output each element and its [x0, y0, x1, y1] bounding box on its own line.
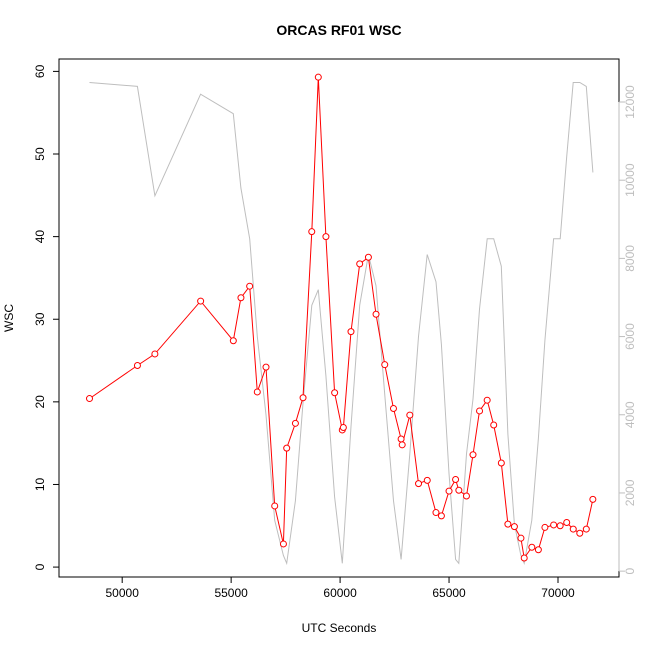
wsc-data-point [504, 520, 512, 528]
x-tick-label: 50000 [106, 586, 140, 600]
wsc-data-point [291, 419, 299, 427]
y-axis-left: 0 10 20 30 40 50 60 [33, 64, 60, 570]
wsc-data-point [476, 407, 484, 415]
wsc-data-point [314, 73, 322, 81]
wsc-data-point [589, 495, 597, 503]
wsc-data-point [262, 363, 270, 371]
wsc-data-point [299, 394, 307, 402]
plot-frame [58, 58, 620, 578]
wsc-data-point [229, 337, 237, 345]
wsc-data-point [151, 350, 159, 358]
wsc-data-point [283, 444, 291, 452]
series-layer [86, 73, 597, 566]
wsc-data-point [432, 509, 440, 517]
y-tick-label: 20 [33, 395, 47, 409]
y2-tick-label: 10000 [623, 163, 637, 197]
secondary-series-line [89, 82, 594, 566]
wsc-data-point [389, 404, 397, 412]
wsc-data-point [534, 546, 542, 554]
y-tick-label: 10 [33, 477, 47, 491]
wsc-data-point [556, 522, 564, 530]
y-tick-label: 50 [33, 147, 47, 161]
wsc-data-point [510, 523, 518, 531]
wsc-data-point [133, 362, 141, 370]
wsc-data-point [452, 476, 460, 484]
wsc-data-point [582, 525, 590, 533]
x-axis-label: UTC Seconds [302, 621, 377, 635]
wsc-data-point [246, 282, 254, 290]
y-axis-right: 0 2000 4000 6000 8000 10000 12000 [618, 85, 637, 574]
wsc-data-point [520, 554, 528, 562]
x-tick-label: 65000 [432, 586, 466, 600]
wsc-data-point [237, 294, 245, 302]
wsc-data-point [445, 487, 453, 495]
x-tick-label: 55000 [214, 586, 248, 600]
wsc-data-point [415, 480, 423, 488]
wsc-data-point [398, 441, 406, 449]
wsc-data-point [497, 459, 505, 467]
wsc-data-point [86, 395, 94, 403]
wsc-data-point [517, 534, 525, 542]
wsc-data-point [462, 492, 470, 500]
wsc-data-point [372, 310, 380, 318]
wsc-data-point [347, 328, 355, 336]
wsc-data-point [279, 540, 287, 548]
wsc-data-point [253, 388, 261, 396]
wsc-data-point [364, 253, 372, 261]
y2-tick-label: 6000 [623, 323, 637, 350]
y2-tick-label: 12000 [623, 85, 637, 119]
y-tick-label: 40 [33, 230, 47, 244]
chart-title: ORCAS RF01 WSC [276, 22, 401, 38]
y-tick-label: 0 [33, 563, 47, 570]
wsc-data-point [331, 389, 339, 397]
wsc-data-point [437, 512, 445, 520]
x-tick-label: 60000 [323, 586, 357, 600]
wsc-data-point [322, 233, 330, 241]
wsc-data-point [406, 411, 414, 419]
wsc-data-point [271, 502, 279, 510]
wsc-data-point [356, 260, 364, 268]
wsc-data-point [339, 423, 347, 431]
wsc-data-point [550, 521, 558, 529]
wsc-data-point [483, 396, 491, 404]
y2-tick-label: 0 [623, 567, 637, 574]
wsc-data-point [569, 525, 577, 533]
wsc-data-point [397, 435, 405, 443]
y-tick-label: 60 [33, 64, 47, 78]
wsc-data-point [563, 518, 571, 526]
wsc-data-point [455, 486, 463, 494]
y2-tick-label: 4000 [623, 401, 637, 428]
wsc-data-point [197, 297, 205, 305]
wsc-data-point [423, 476, 431, 484]
y-axis-label: WSC [2, 304, 16, 332]
x-tick-label: 70000 [541, 586, 575, 600]
wsc-data-point [308, 228, 316, 236]
wsc-data-point [576, 529, 584, 537]
x-axis: 50000 55000 60000 65000 70000 [106, 576, 575, 600]
wsc-data-point [381, 361, 389, 369]
y2-tick-label: 2000 [623, 479, 637, 506]
wsc-data-point [469, 451, 477, 459]
wsc-data-point [528, 543, 536, 551]
wsc-data-point [541, 523, 549, 531]
y-tick-label: 30 [33, 312, 47, 326]
wsc-data-point [490, 421, 498, 429]
y2-tick-label: 8000 [623, 245, 637, 272]
wsc-series-line [89, 77, 594, 560]
